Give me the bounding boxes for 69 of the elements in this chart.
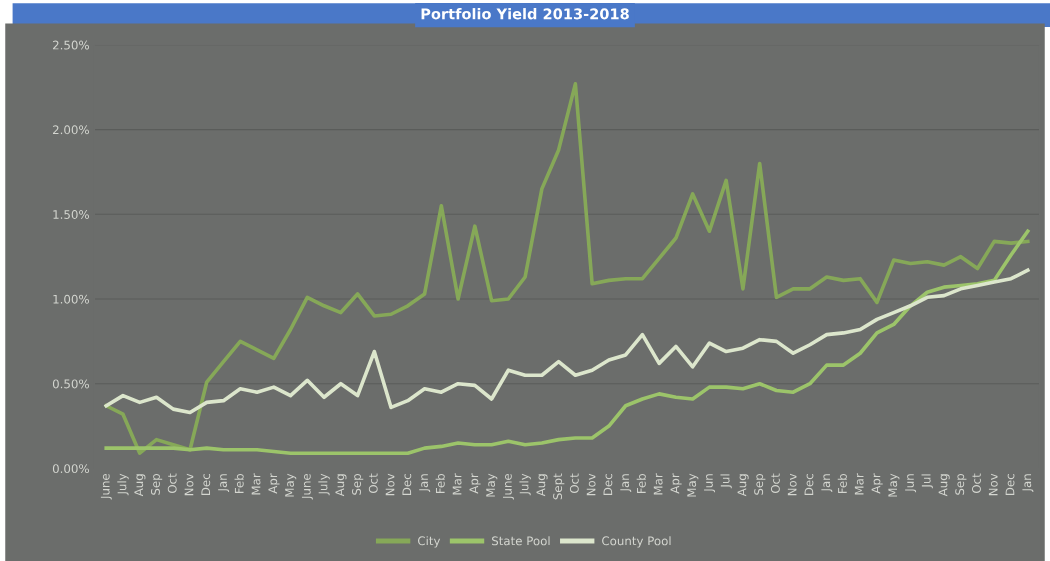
x-tick-label: Nov <box>385 473 395 496</box>
x-tick-label: Dec <box>201 474 211 495</box>
y-tick-label: 0.50% <box>52 379 89 389</box>
y-tick-label: 1.50% <box>53 210 89 219</box>
y-tick-label: 2.50% <box>53 40 89 50</box>
x-tick-label: Aug <box>938 474 950 497</box>
x-tick-label: Apr <box>871 473 883 494</box>
x-tick-label: Oct <box>167 473 177 494</box>
x-tick-label: Sep <box>754 473 766 495</box>
x-tick-label: June <box>301 473 313 500</box>
line-series <box>104 82 1030 455</box>
x-tick-label: Apr <box>670 473 682 494</box>
x-tick-label: Sep <box>150 473 163 495</box>
x-tick-label: Oct <box>569 473 579 494</box>
x-tick-label: May <box>486 473 498 497</box>
x-tick-label: Sept <box>553 473 565 500</box>
x-tick-label: Jan <box>620 474 632 493</box>
x-tick-label: Mar <box>251 473 261 495</box>
x-tick-label: Nov <box>184 473 194 496</box>
legend-label: County Pool <box>602 536 671 548</box>
line-series <box>104 229 1030 455</box>
y-tick-label: 0.00% <box>52 464 89 474</box>
x-tick-label: May <box>687 473 699 497</box>
x-tick-label: Oct <box>770 473 780 494</box>
x-tick-label: Dec <box>804 474 814 495</box>
x-tick-label: July <box>117 473 129 496</box>
x-tick-label: Aug <box>134 474 146 497</box>
x-tick-label: Jun <box>905 474 917 493</box>
x-tick-label: Aug <box>737 474 749 497</box>
x-tick-label: Jan <box>1022 474 1034 493</box>
x-tick-label: Jul <box>720 474 732 489</box>
x-tick-label: Mar <box>653 473 663 495</box>
x-tick-label: Dec <box>402 474 412 495</box>
x-tick-label: Jan <box>821 474 833 493</box>
x-tick-label: Feb <box>234 473 244 494</box>
x-tick-label: July <box>318 473 330 496</box>
x-tick-label: July <box>519 473 531 496</box>
x-tick-label: Jan <box>419 474 431 493</box>
x-tick-label: Jan <box>218 474 230 493</box>
x-tick-label: June <box>100 473 112 500</box>
x-tick-label: Sep <box>955 473 967 495</box>
x-tick-label: Dec <box>603 474 613 495</box>
x-tick-label: Mar <box>452 473 462 495</box>
x-tick-label: Feb <box>636 473 646 494</box>
x-tick-label: Feb <box>837 473 847 494</box>
x-tick-label: Oct <box>972 473 981 494</box>
chart-title: Portfolio Yield 2013-2018 <box>421 8 629 20</box>
x-tick-label: Sep <box>352 473 364 495</box>
x-tick-label: Nov <box>586 473 596 496</box>
x-tick-label: Jun <box>704 474 716 493</box>
x-tick-label: Mar <box>854 473 864 495</box>
x-tick-label: Feb <box>435 473 445 494</box>
x-tick-label: Jul <box>921 474 933 489</box>
x-tick-label: Apr <box>268 473 280 494</box>
x-tick-label: Dec <box>1005 474 1015 495</box>
x-tick-label: May <box>285 473 297 497</box>
x-tick-label: June <box>503 473 514 500</box>
x-tick-label: Nov <box>988 473 998 496</box>
x-tick-label: Nov <box>787 473 797 496</box>
legend-label: State Pool <box>492 536 550 546</box>
y-tick-label: 1.00% <box>53 294 89 304</box>
y-tick-label: 2.00% <box>53 125 89 135</box>
x-tick-label: May <box>888 473 900 497</box>
legend-label: City <box>417 536 441 548</box>
x-tick-label: Oct <box>368 473 378 494</box>
x-tick-label: Aug <box>536 474 548 497</box>
line-series <box>104 268 1030 415</box>
x-tick-label: Apr <box>469 473 481 494</box>
x-tick-label: Aug <box>335 474 347 497</box>
